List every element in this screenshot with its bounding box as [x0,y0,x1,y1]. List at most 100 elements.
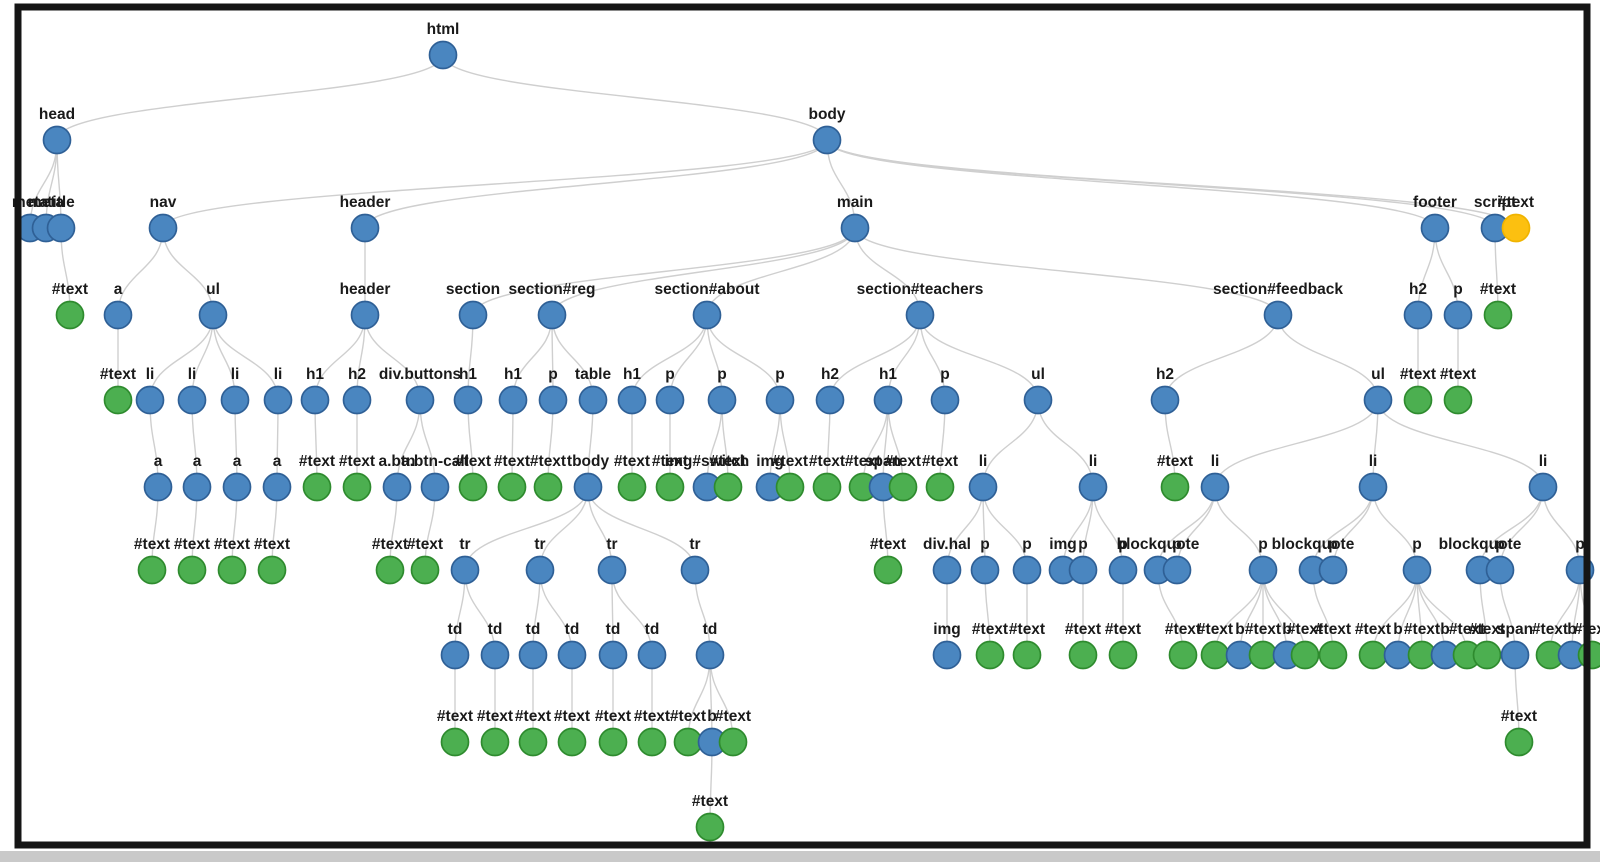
element-node-circle[interactable] [177,385,207,415]
element-node-circle[interactable] [262,472,292,502]
element-node-circle[interactable] [1108,555,1138,585]
element-node-circle[interactable] [1200,472,1230,502]
element-node-circle[interactable] [182,472,212,502]
text-node-circle[interactable] [812,472,842,502]
element-node-circle[interactable] [222,472,252,502]
text-node-circle[interactable] [1248,640,1278,670]
text-node-circle[interactable] [695,812,725,842]
element-node-circle[interactable] [1485,555,1515,585]
text-node-circle[interactable] [518,727,548,757]
element-node-circle[interactable] [968,472,998,502]
text-node-circle[interactable] [1290,640,1320,670]
element-node-circle[interactable] [617,385,647,415]
element-node-circle[interactable] [498,385,528,415]
element-node-circle[interactable] [815,385,845,415]
text-node-circle[interactable] [1403,385,1433,415]
element-node-circle[interactable] [970,555,1000,585]
element-node-circle[interactable] [458,300,488,330]
element-node-circle[interactable] [680,555,710,585]
element-node-circle[interactable] [765,385,795,415]
text-node-circle[interactable] [458,472,488,502]
element-node-circle[interactable] [655,385,685,415]
element-node-circle[interactable] [42,125,72,155]
element-node-circle[interactable] [148,213,178,243]
text-node-circle[interactable] [718,727,748,757]
element-node-circle[interactable] [1363,385,1393,415]
text-node-circle[interactable] [617,472,647,502]
element-node-circle[interactable] [440,640,470,670]
text-node-circle[interactable] [1504,727,1534,757]
element-node-circle[interactable] [453,385,483,415]
element-node-circle[interactable] [537,300,567,330]
text-node-circle[interactable] [713,472,743,502]
text-node-circle[interactable] [217,555,247,585]
text-node-circle[interactable] [1483,300,1513,330]
element-node-circle[interactable] [932,640,962,670]
element-node-circle[interactable] [518,640,548,670]
element-node-circle[interactable] [1248,555,1278,585]
element-node-circle[interactable] [428,40,458,70]
element-node-circle[interactable] [1500,640,1530,670]
text-node-circle[interactable] [55,300,85,330]
text-node-circle[interactable] [103,385,133,415]
element-node-circle[interactable] [263,385,293,415]
element-node-circle[interactable] [812,125,842,155]
text-node-circle[interactable] [1108,640,1138,670]
text-node-circle[interactable] [1472,640,1502,670]
highlighted-text-node-circle[interactable] [1501,213,1531,243]
element-node-circle[interactable] [450,555,480,585]
text-node-circle[interactable] [673,727,703,757]
element-node-circle[interactable] [46,213,76,243]
element-node-circle[interactable] [538,385,568,415]
text-node-circle[interactable] [410,555,440,585]
text-node-circle[interactable] [375,555,405,585]
element-node-circle[interactable] [1263,300,1293,330]
element-node-circle[interactable] [420,472,450,502]
element-node-circle[interactable] [1528,472,1558,502]
text-node-circle[interactable] [342,472,372,502]
element-node-circle[interactable] [905,300,935,330]
element-node-circle[interactable] [1403,300,1433,330]
element-node-circle[interactable] [695,640,725,670]
element-node-circle[interactable] [135,385,165,415]
text-node-circle[interactable] [1012,640,1042,670]
element-node-circle[interactable] [557,640,587,670]
element-node-circle[interactable] [1402,555,1432,585]
element-node-circle[interactable] [1068,555,1098,585]
text-node-circle[interactable] [137,555,167,585]
element-node-circle[interactable] [637,640,667,670]
text-node-circle[interactable] [1318,640,1348,670]
text-node-circle[interactable] [257,555,287,585]
element-node-circle[interactable] [350,300,380,330]
element-node-circle[interactable] [692,300,722,330]
element-node-circle[interactable] [578,385,608,415]
element-node-circle[interactable] [707,385,737,415]
element-node-circle[interactable] [1358,472,1388,502]
text-node-circle[interactable] [598,727,628,757]
element-node-circle[interactable] [342,385,372,415]
element-node-circle[interactable] [405,385,435,415]
text-node-circle[interactable] [1200,640,1230,670]
element-node-circle[interactable] [382,472,412,502]
text-node-circle[interactable] [533,472,563,502]
text-node-circle[interactable] [975,640,1005,670]
element-node-circle[interactable] [597,555,627,585]
element-node-circle[interactable] [1162,555,1192,585]
element-node-circle[interactable] [143,472,173,502]
text-node-circle[interactable] [302,472,332,502]
text-node-circle[interactable] [1160,472,1190,502]
text-node-circle[interactable] [888,472,918,502]
element-node-circle[interactable] [1318,555,1348,585]
element-node-circle[interactable] [930,385,960,415]
element-node-circle[interactable] [1443,300,1473,330]
element-node-circle[interactable] [480,640,510,670]
element-node-circle[interactable] [350,213,380,243]
element-node-circle[interactable] [300,385,330,415]
element-node-circle[interactable] [220,385,250,415]
element-node-circle[interactable] [1150,385,1180,415]
text-node-circle[interactable] [497,472,527,502]
text-node-circle[interactable] [1168,640,1198,670]
element-node-circle[interactable] [1078,472,1108,502]
text-node-circle[interactable] [1068,640,1098,670]
element-node-circle[interactable] [573,472,603,502]
